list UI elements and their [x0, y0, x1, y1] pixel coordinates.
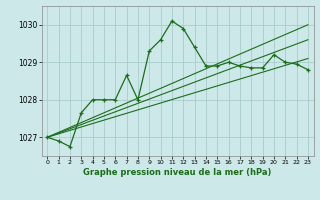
X-axis label: Graphe pression niveau de la mer (hPa): Graphe pression niveau de la mer (hPa) [84, 168, 272, 177]
